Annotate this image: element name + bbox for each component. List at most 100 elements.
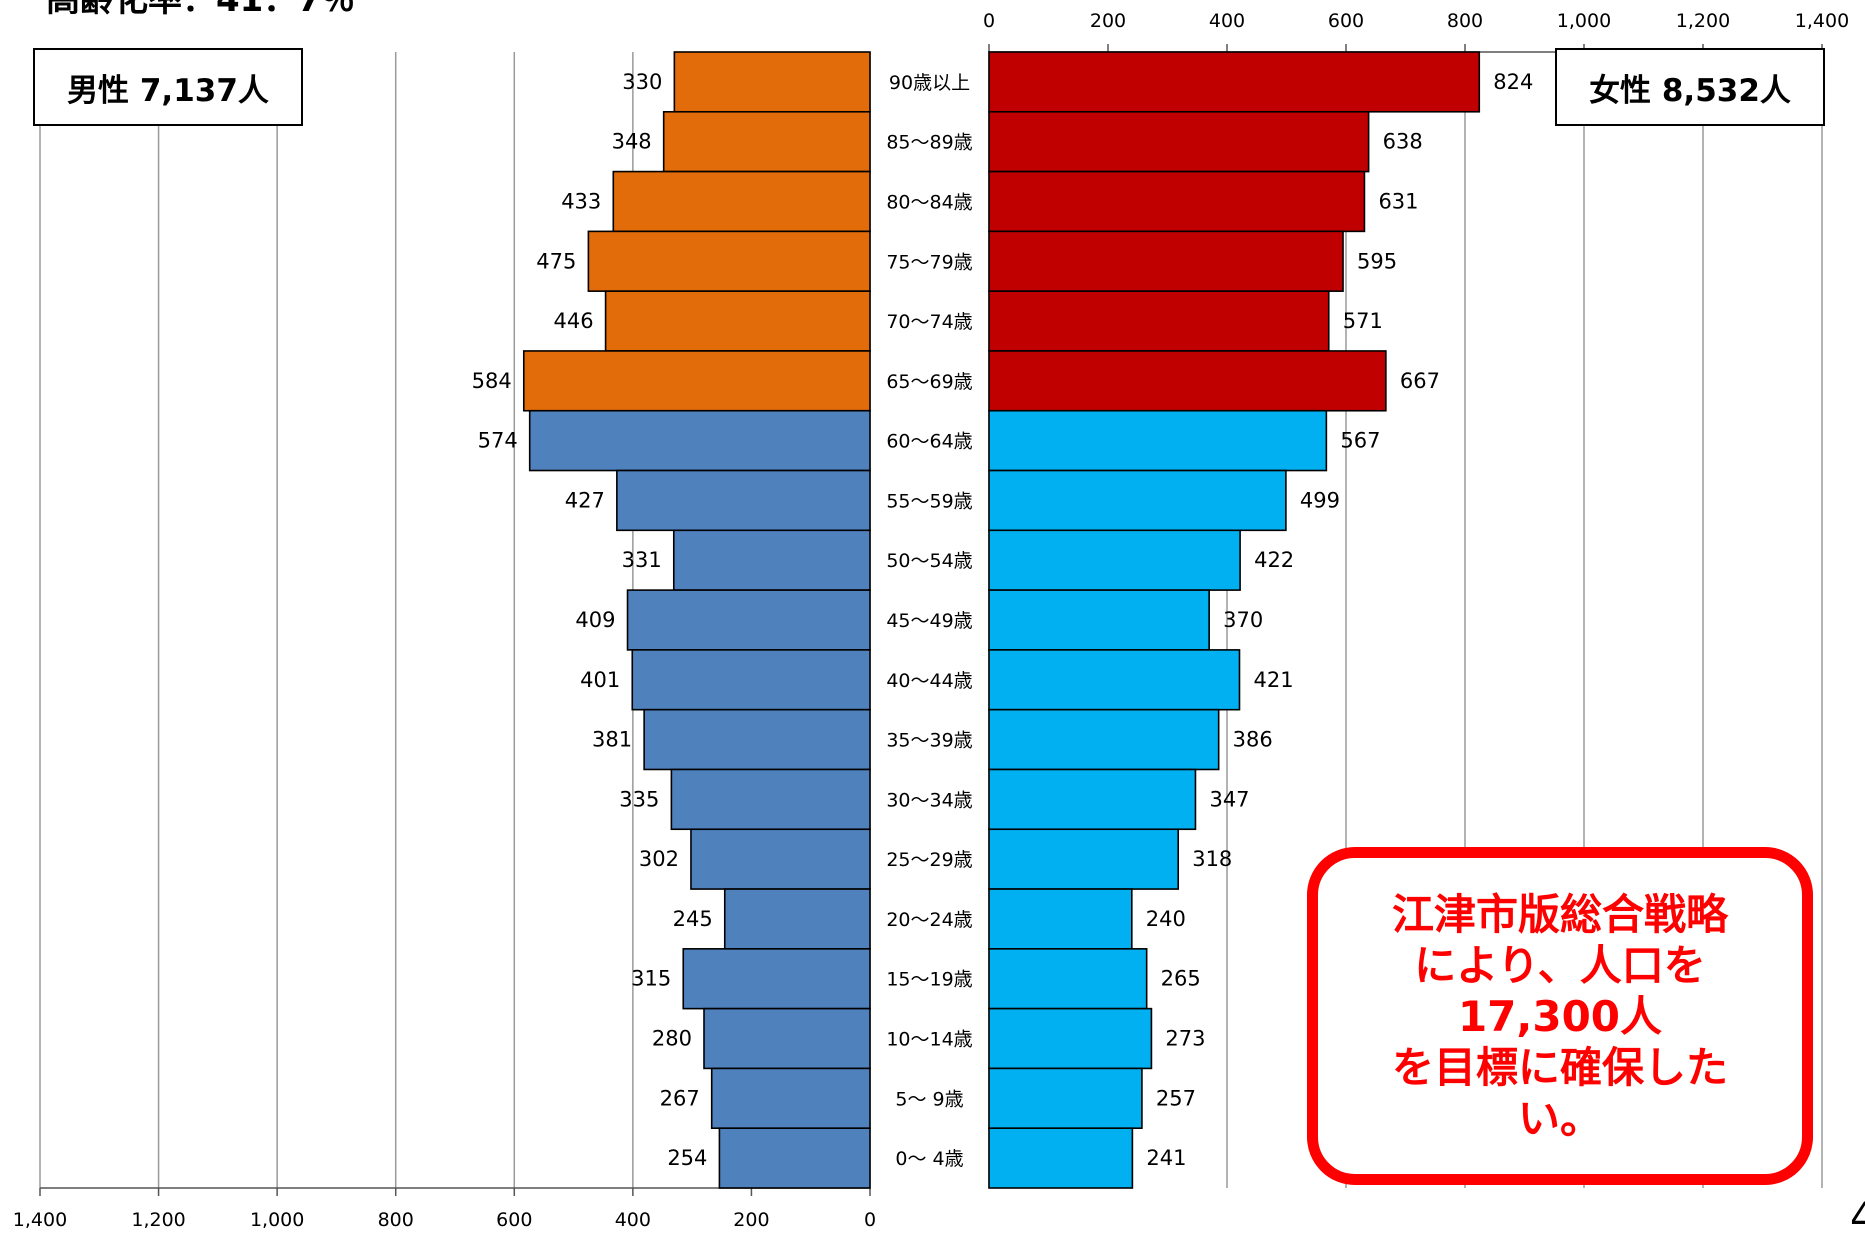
- male-value-label: 433: [561, 189, 601, 213]
- male-bar: [631, 649, 871, 711]
- female-tick-label: 400: [1209, 10, 1245, 32]
- female-bar: [988, 768, 1197, 831]
- age-category-label: 15〜19歳: [886, 969, 972, 991]
- female-bar: [988, 469, 1287, 532]
- age-category-label: 60〜64歳: [886, 431, 972, 453]
- male-bar: [682, 948, 871, 1010]
- male-value-label: 331: [622, 548, 662, 572]
- male-value-label: 315: [631, 967, 671, 991]
- callout-line-2: により、人口を: [1414, 940, 1706, 990]
- age-category-label: 25〜29歳: [886, 849, 972, 871]
- male-bar: [673, 51, 871, 113]
- male-bar: [672, 529, 871, 591]
- male-tick-label: 800: [378, 1209, 414, 1231]
- female-value-label: 386: [1233, 728, 1273, 752]
- female-bar: [988, 350, 1387, 412]
- male-value-label: 446: [553, 309, 593, 333]
- female-bar: [988, 649, 1241, 711]
- female-bar: [988, 1127, 1134, 1189]
- female-bar: [988, 828, 1180, 890]
- female-bar: [988, 409, 1328, 472]
- age-category-label: 40〜44歳: [886, 670, 972, 692]
- male-value-label: 267: [660, 1086, 700, 1110]
- callout-line-5: い。: [1517, 1093, 1602, 1143]
- male-value-label: 381: [592, 728, 632, 752]
- male-tick-label: 600: [496, 1209, 532, 1231]
- male-value-label: 584: [472, 369, 512, 393]
- male-bar: [587, 230, 871, 292]
- male-bar: [528, 409, 871, 472]
- male-tick-label: 1,400: [13, 1209, 67, 1231]
- female-value-label: 370: [1223, 608, 1263, 632]
- female-bar: [988, 1067, 1143, 1130]
- female-tick-label: 200: [1090, 10, 1126, 32]
- callout-line-3: 17,300人: [1457, 991, 1663, 1041]
- male-bar: [710, 1067, 871, 1130]
- male-value-label: 427: [565, 488, 605, 512]
- age-category-label: 70〜74歳: [886, 311, 972, 333]
- female-bar: [988, 51, 1481, 113]
- age-category-label: 85〜89歳: [886, 132, 972, 154]
- age-category-label: 20〜24歳: [886, 909, 972, 931]
- male-tick-label: 1,200: [131, 1209, 185, 1231]
- male-value-label: 401: [580, 668, 620, 692]
- female-value-label: 595: [1357, 249, 1397, 273]
- female-tick-label: 1,000: [1557, 10, 1611, 32]
- female-value-label: 499: [1300, 488, 1340, 512]
- age-category-label: 55〜59歳: [886, 490, 972, 512]
- age-category-label: 5〜 9歳: [895, 1088, 963, 1110]
- age-category-label: 0〜 4歳: [895, 1148, 963, 1170]
- aging-rate-title: 高齢化率：41．7％: [46, 0, 355, 20]
- female-value-label: 318: [1192, 847, 1232, 871]
- female-value-label: 421: [1253, 668, 1293, 692]
- female-tick-label: 0: [983, 10, 995, 32]
- female-value-label: 638: [1383, 130, 1423, 154]
- female-tick-label: 600: [1328, 10, 1364, 32]
- male-bar: [643, 708, 871, 771]
- male-legend-box: 男性 7,137人: [33, 48, 303, 126]
- female-value-label: 422: [1254, 548, 1294, 572]
- age-category-label: 75〜79歳: [886, 251, 972, 273]
- female-value-label: 667: [1400, 369, 1440, 393]
- strategy-callout: 江津市版総合戦略 により、人口を 17,300人 を目標に確保した い。: [1307, 847, 1813, 1185]
- callout-line-4: を目標に確保した: [1391, 1042, 1728, 1092]
- male-bar: [604, 290, 871, 352]
- male-value-label: 254: [667, 1146, 707, 1170]
- age-category-label: 30〜34歳: [886, 789, 972, 811]
- male-bar: [662, 110, 871, 173]
- male-bar: [612, 170, 871, 233]
- male-tick-label: 0: [864, 1209, 876, 1231]
- male-bar: [626, 589, 871, 651]
- female-bar: [988, 110, 1370, 173]
- female-value-label: 571: [1343, 309, 1383, 333]
- female-value-label: 265: [1161, 967, 1201, 991]
- female-value-label: 824: [1493, 70, 1533, 94]
- male-value-label: 280: [652, 1027, 692, 1051]
- female-value-label: 241: [1146, 1146, 1186, 1170]
- age-category-label: 65〜69歳: [886, 371, 972, 393]
- female-bar: [988, 1007, 1153, 1070]
- female-bar: [988, 888, 1133, 950]
- male-bar: [703, 1007, 871, 1070]
- male-value-label: 574: [478, 429, 518, 453]
- male-value-label: 348: [612, 130, 652, 154]
- male-bar: [718, 1127, 871, 1189]
- female-tick-label: 1,200: [1676, 10, 1730, 32]
- male-value-label: 245: [673, 907, 713, 931]
- female-tick-label: 800: [1447, 10, 1483, 32]
- male-tick-label: 200: [733, 1209, 769, 1231]
- age-category-label: 90歳以上: [889, 72, 970, 94]
- female-value-label: 273: [1165, 1027, 1205, 1051]
- age-category-label: 80〜84歳: [886, 191, 972, 213]
- male-bar: [670, 768, 871, 831]
- male-bar: [522, 350, 871, 412]
- male-bar: [690, 828, 871, 890]
- male-value-label: 330: [622, 70, 662, 94]
- female-value-label: 240: [1146, 907, 1186, 931]
- male-value-label: 302: [639, 847, 679, 871]
- female-bar: [988, 529, 1241, 591]
- male-value-label: 475: [536, 249, 576, 273]
- male-value-label: 409: [575, 608, 615, 632]
- age-category-label: 45〜49歳: [886, 610, 972, 632]
- female-tick-label: 1,400: [1795, 10, 1849, 32]
